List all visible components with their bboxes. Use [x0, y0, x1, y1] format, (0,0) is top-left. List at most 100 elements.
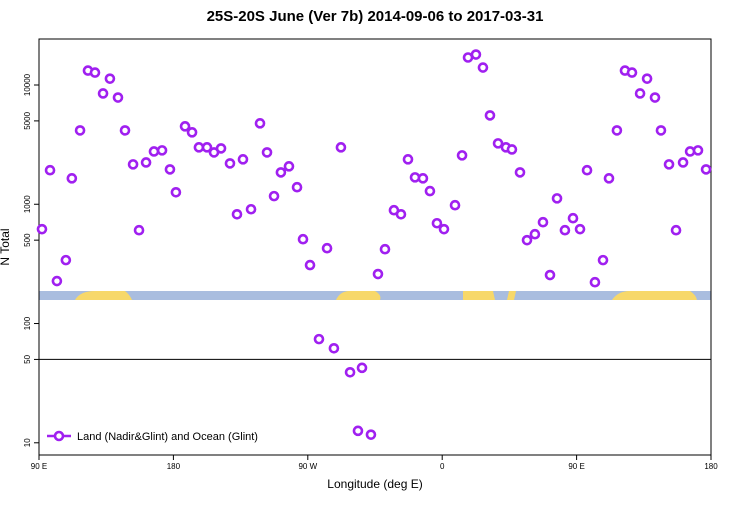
plot-frame — [38, 38, 712, 456]
point — [201, 142, 213, 153]
point — [304, 259, 316, 271]
point — [692, 145, 704, 156]
point — [634, 88, 646, 99]
point — [44, 164, 56, 176]
x-tick-label: 90 E — [568, 462, 584, 471]
point — [470, 49, 482, 60]
point — [417, 173, 429, 184]
point — [97, 88, 109, 99]
point — [551, 193, 563, 204]
y-tick-label: 100 — [23, 316, 32, 330]
point — [365, 429, 377, 440]
point — [424, 185, 436, 197]
point — [529, 228, 541, 240]
point — [89, 67, 101, 78]
point — [291, 181, 303, 193]
series — [36, 49, 712, 440]
point — [603, 173, 615, 184]
point — [275, 167, 287, 178]
point — [438, 223, 450, 235]
point — [597, 254, 609, 266]
point — [170, 186, 182, 198]
chart-title: 25S-20S June (Ver 7b) 2014-09-06 to 2017… — [207, 8, 544, 25]
point — [567, 212, 579, 224]
point — [321, 242, 333, 254]
point — [626, 67, 638, 78]
point — [663, 159, 675, 170]
point — [261, 147, 273, 158]
x-tick-label: 180 — [167, 462, 181, 471]
point — [112, 92, 124, 103]
y-tick-label: 50 — [23, 354, 32, 363]
land-ocean-strip — [39, 291, 711, 300]
point — [231, 208, 243, 220]
legend-marker — [53, 430, 65, 442]
point — [268, 190, 280, 202]
point — [297, 233, 309, 245]
point — [700, 164, 712, 175]
point — [179, 121, 191, 132]
point — [60, 254, 72, 266]
point — [313, 333, 325, 345]
point — [574, 223, 586, 235]
point — [492, 138, 504, 149]
point — [521, 234, 533, 246]
point — [431, 217, 443, 229]
point — [36, 223, 48, 235]
point — [402, 154, 414, 165]
x-tick-label: 90 E — [31, 462, 47, 471]
point — [164, 164, 176, 175]
point — [51, 275, 63, 287]
point — [677, 157, 689, 168]
y-axis-label: N Total — [0, 228, 12, 265]
point — [328, 342, 340, 354]
point — [254, 118, 266, 129]
point — [537, 216, 549, 228]
point — [477, 62, 489, 73]
point — [224, 158, 236, 169]
point — [119, 125, 131, 136]
point — [641, 73, 653, 84]
legend-label: Land (Nadir&Glint) and Ocean (Glint) — [77, 431, 258, 443]
point — [611, 125, 623, 136]
point — [215, 143, 227, 154]
point — [245, 203, 257, 215]
point — [237, 154, 249, 165]
point — [133, 224, 145, 236]
point — [372, 268, 384, 280]
point — [484, 110, 496, 121]
point — [514, 167, 526, 178]
point — [356, 362, 368, 374]
point — [74, 125, 86, 136]
point — [140, 157, 152, 168]
x-tick-label: 0 — [440, 462, 445, 471]
y-tick-label: 1000 — [23, 195, 32, 213]
y-tick-label: 5000 — [23, 111, 32, 129]
point — [649, 92, 661, 103]
x-tick-label: 90 W — [298, 462, 317, 471]
point — [352, 425, 364, 437]
point — [156, 145, 168, 156]
point — [589, 276, 601, 288]
point — [335, 142, 347, 153]
x-tick-label: 180 — [704, 462, 718, 471]
point — [186, 127, 198, 138]
point — [104, 73, 116, 84]
point — [581, 164, 593, 176]
y-tick-label: 500 — [23, 233, 32, 247]
point — [456, 150, 468, 161]
point — [559, 224, 571, 236]
point — [283, 161, 295, 172]
y-tick-label: 10 — [23, 438, 32, 447]
point — [66, 173, 78, 184]
point — [127, 159, 139, 170]
point — [655, 125, 667, 136]
point — [148, 146, 160, 157]
point — [544, 269, 556, 281]
point — [670, 224, 682, 236]
point — [395, 208, 407, 220]
point — [449, 199, 461, 211]
point — [344, 366, 356, 378]
point — [379, 243, 391, 255]
